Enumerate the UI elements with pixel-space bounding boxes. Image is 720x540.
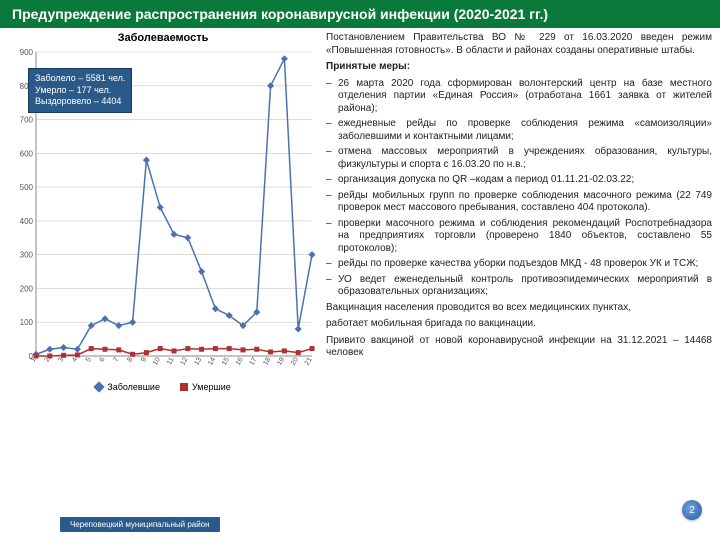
svg-text:200: 200 bbox=[20, 284, 34, 293]
content-area: Заболеваемость 0100200300400500600700800… bbox=[0, 28, 720, 518]
square-icon bbox=[180, 383, 188, 391]
measure-item: проверки масочного режима и соблюдения р… bbox=[326, 218, 712, 256]
legend-item-sick: Заболевшие bbox=[95, 382, 160, 392]
footer-label: Череповецкий муниципальный район bbox=[70, 520, 210, 529]
svg-text:5: 5 bbox=[85, 356, 93, 363]
text-column: Постановлением Правительства ВО № 229 от… bbox=[326, 32, 712, 518]
svg-text:17: 17 bbox=[249, 356, 259, 366]
legend-label-sick: Заболевшие bbox=[107, 382, 160, 392]
svg-text:6: 6 bbox=[99, 356, 107, 363]
intro-paragraph: Постановлением Правительства ВО № 229 от… bbox=[326, 32, 712, 57]
svg-text:10: 10 bbox=[152, 356, 162, 366]
diamond-icon bbox=[94, 381, 105, 392]
footer-bar: Череповецкий муниципальный район bbox=[60, 517, 220, 532]
svg-text:14: 14 bbox=[207, 356, 217, 366]
svg-text:7: 7 bbox=[113, 356, 121, 363]
page-number-badge: 2 bbox=[682, 500, 702, 520]
svg-text:9: 9 bbox=[140, 356, 148, 363]
svg-text:21: 21 bbox=[304, 356, 314, 366]
vaccination-line-2: работает мобильная бригада по вакцинации… bbox=[326, 318, 712, 331]
overlay-line-sick: Заболело – 5581 чел. bbox=[35, 73, 125, 85]
stats-overlay: Заболело – 5581 чел. Умерло – 177 чел. В… bbox=[28, 68, 132, 113]
svg-text:13: 13 bbox=[193, 356, 203, 366]
chart-wrap: 0100200300400500600700800900123456789101… bbox=[8, 46, 318, 376]
legend-label-died: Умершие bbox=[192, 382, 231, 392]
svg-text:19: 19 bbox=[276, 356, 286, 366]
measures-heading: Принятые меры: bbox=[326, 61, 712, 74]
page-title: Предупреждение распространения коронавир… bbox=[12, 6, 548, 22]
svg-text:12: 12 bbox=[180, 356, 190, 366]
page-number: 2 bbox=[689, 505, 695, 516]
measures-list: 26 марта 2020 года сформирован волонтерс… bbox=[326, 78, 712, 299]
measure-item: УО ведет еженедельный контроль противоэп… bbox=[326, 274, 712, 299]
svg-text:15: 15 bbox=[221, 356, 231, 366]
measure-item: организация допуска по QR –кодам а перио… bbox=[326, 174, 712, 187]
svg-text:18: 18 bbox=[262, 356, 272, 366]
measure-item: ежедневные рейды по проверке соблюдения … bbox=[326, 118, 712, 143]
chart-legend: Заболевшие Умершие bbox=[8, 382, 318, 392]
measure-item: рейды по проверке качества уборки подъез… bbox=[326, 258, 712, 271]
chart-column: Заболеваемость 0100200300400500600700800… bbox=[8, 32, 318, 518]
measure-item: отмена массовых мероприятий в учреждения… bbox=[326, 146, 712, 171]
svg-text:900: 900 bbox=[20, 48, 34, 57]
legend-item-died: Умершие bbox=[180, 382, 231, 392]
page-title-bar: Предупреждение распространения коронавир… bbox=[0, 0, 720, 28]
svg-text:100: 100 bbox=[20, 318, 34, 327]
svg-text:20: 20 bbox=[290, 356, 300, 366]
vaccination-line-3: Привито вакциной от новой коронавирусной… bbox=[326, 335, 712, 360]
measure-item: рейды мобильных групп по проверке соблюд… bbox=[326, 190, 712, 215]
overlay-line-died: Умерло – 177 чел. bbox=[35, 85, 125, 97]
svg-text:500: 500 bbox=[20, 183, 34, 192]
svg-text:700: 700 bbox=[20, 116, 34, 125]
svg-text:400: 400 bbox=[20, 217, 34, 226]
measure-item: 26 марта 2020 года сформирован волонтерс… bbox=[326, 78, 712, 116]
svg-text:300: 300 bbox=[20, 251, 34, 260]
chart-title: Заболеваемость bbox=[8, 32, 318, 44]
vaccination-line-1: Вакцинация населения проводится во всех … bbox=[326, 302, 712, 315]
svg-text:11: 11 bbox=[166, 356, 176, 366]
svg-text:8: 8 bbox=[126, 356, 134, 363]
overlay-line-recovered: Выздоровело – 4404 bbox=[35, 96, 125, 108]
svg-text:16: 16 bbox=[235, 356, 245, 366]
svg-text:600: 600 bbox=[20, 149, 34, 158]
